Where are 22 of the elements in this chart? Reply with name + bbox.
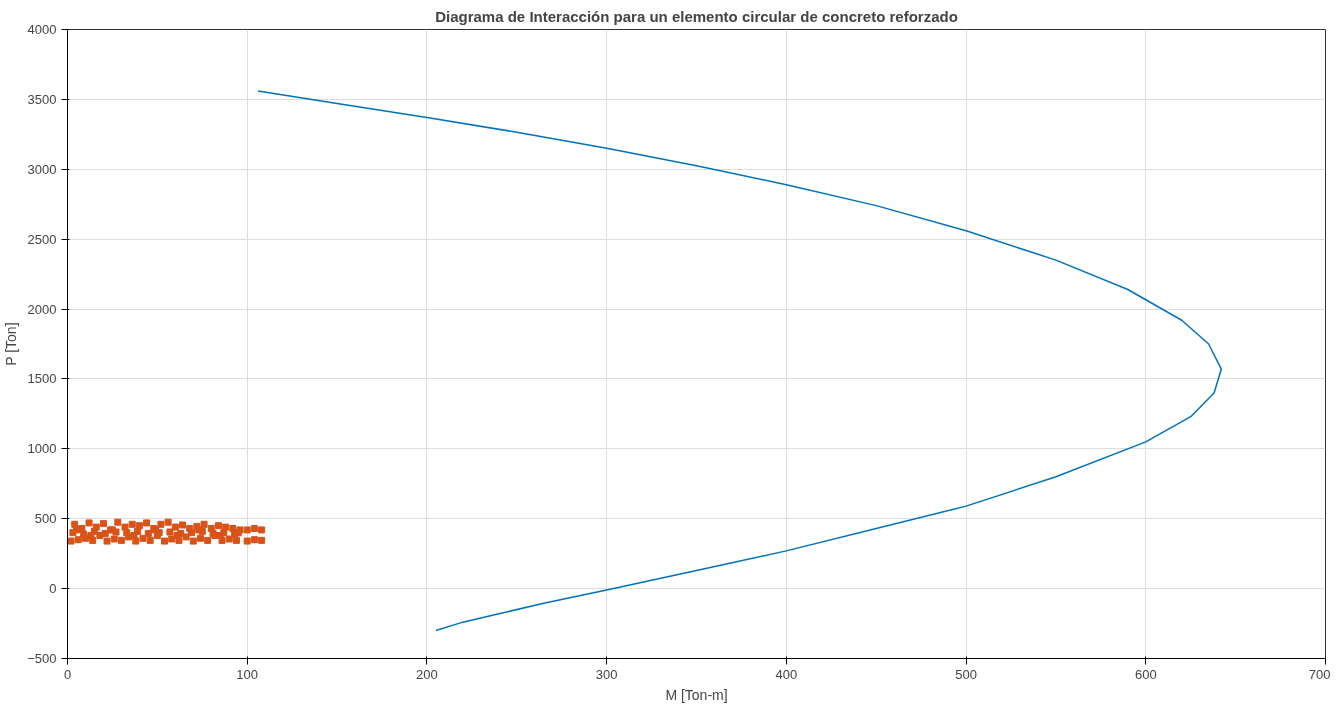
x-tick-label: 100 [236, 666, 259, 682]
y-tick-label: 2500 [27, 231, 57, 247]
x-tick-label: 600 [1134, 666, 1157, 682]
y-tick-label: 4000 [27, 22, 57, 37]
y-tick-label: 3000 [27, 161, 57, 177]
y-axis-title: P [Ton] [3, 322, 20, 366]
y-tick-label: 1500 [27, 371, 57, 387]
x-tick-label: 200 [416, 666, 438, 682]
y-tick-label: 0 [49, 581, 57, 597]
y-tick-label: 500 [34, 511, 57, 527]
x-tick-label: 0 [63, 666, 72, 682]
x-tick-label: 700 [1308, 666, 1331, 682]
y-tick-label: 3500 [27, 91, 57, 107]
line-series [257, 90, 1223, 632]
x-axis-title: M [Ton-m] [665, 686, 728, 703]
y-tick-label: 2000 [27, 301, 57, 317]
chart-title: Diagrama de Interacción para un elemento circular de concreto reforzado [435, 7, 958, 25]
y-tick-label: 1000 [27, 441, 57, 457]
x-tick-label: 300 [595, 666, 618, 682]
y-tick-label: −500 [27, 651, 57, 666]
x-tick-label: 500 [955, 666, 977, 682]
x-tick-label: 400 [775, 666, 798, 682]
